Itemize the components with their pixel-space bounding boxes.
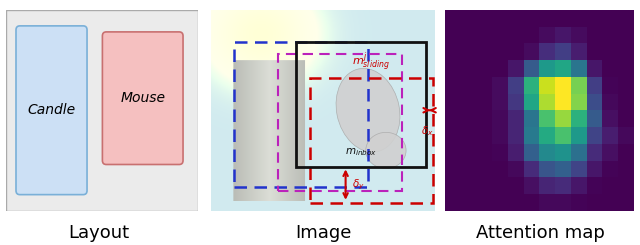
Bar: [278, 54, 402, 191]
Ellipse shape: [366, 132, 406, 169]
Bar: [234, 42, 368, 187]
Text: Mouse: Mouse: [120, 91, 165, 105]
Text: Image: Image: [295, 224, 351, 242]
Text: Layout: Layout: [68, 224, 130, 242]
Bar: [296, 42, 426, 167]
Text: Attention map: Attention map: [476, 224, 605, 242]
FancyBboxPatch shape: [16, 26, 87, 195]
Text: $\delta_x$: $\delta_x$: [421, 124, 434, 138]
Bar: [310, 78, 433, 203]
Ellipse shape: [336, 68, 400, 152]
Text: Candle: Candle: [28, 103, 76, 117]
Text: $m_{inbox}$: $m_{inbox}$: [345, 147, 378, 159]
FancyBboxPatch shape: [102, 32, 183, 164]
Text: $m^j_{sliding}$: $m^j_{sliding}$: [353, 51, 390, 74]
FancyBboxPatch shape: [6, 10, 198, 211]
Text: $\delta_y$: $\delta_y$: [352, 177, 365, 192]
